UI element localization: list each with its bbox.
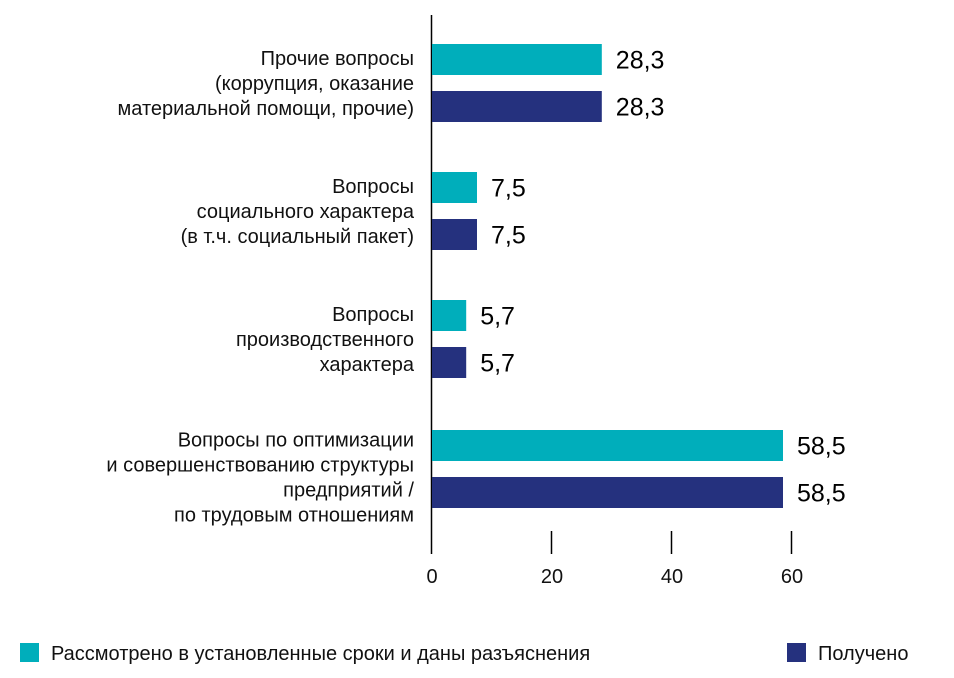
data-label: 5,7 (480, 350, 515, 378)
legend-swatch (20, 643, 39, 662)
data-label: 7,5 (491, 222, 526, 250)
category-label: Вопросы по оптимизации (178, 430, 414, 452)
bar-received (432, 91, 602, 122)
category-label: (в т.ч. социальный пакет) (181, 226, 414, 248)
data-label: 28,3 (616, 47, 665, 75)
data-label: 58,5 (797, 433, 846, 461)
data-label: 58,5 (797, 480, 846, 508)
category-label: Вопросы (332, 176, 414, 198)
data-label: 7,5 (491, 175, 526, 203)
category-label: социального характера (197, 201, 415, 223)
x-tick-label: 40 (661, 566, 683, 588)
category-label: материальной помощи, прочие) (118, 98, 414, 120)
bar-received (432, 477, 783, 508)
x-tick-label: 60 (781, 566, 803, 588)
bar-reviewed (432, 300, 467, 331)
bar-reviewed (432, 172, 477, 203)
legend-swatch (787, 643, 806, 662)
data-label: 5,7 (480, 303, 515, 331)
legend-label: Рассмотрено в установленные сроки и даны… (51, 643, 590, 665)
category-label: характера (320, 354, 415, 376)
category-label: производственного (236, 329, 414, 351)
bar-received (432, 347, 467, 378)
bar-received (432, 219, 477, 250)
category-label: (коррупция, оказание (215, 73, 414, 95)
bar-reviewed (432, 44, 602, 75)
legend-label: Получено (818, 643, 908, 665)
x-tick-label: 0 (426, 566, 437, 588)
category-label: по трудовым отношениям (174, 505, 414, 527)
category-label: Прочие вопросы (261, 48, 414, 70)
category-label: и совершенствованию структуры (106, 455, 414, 477)
data-label: 28,3 (616, 94, 665, 122)
x-tick-label: 20 (541, 566, 563, 588)
category-label: предприятий / (283, 480, 414, 502)
category-label: Вопросы (332, 304, 414, 326)
bar-reviewed (432, 430, 783, 461)
